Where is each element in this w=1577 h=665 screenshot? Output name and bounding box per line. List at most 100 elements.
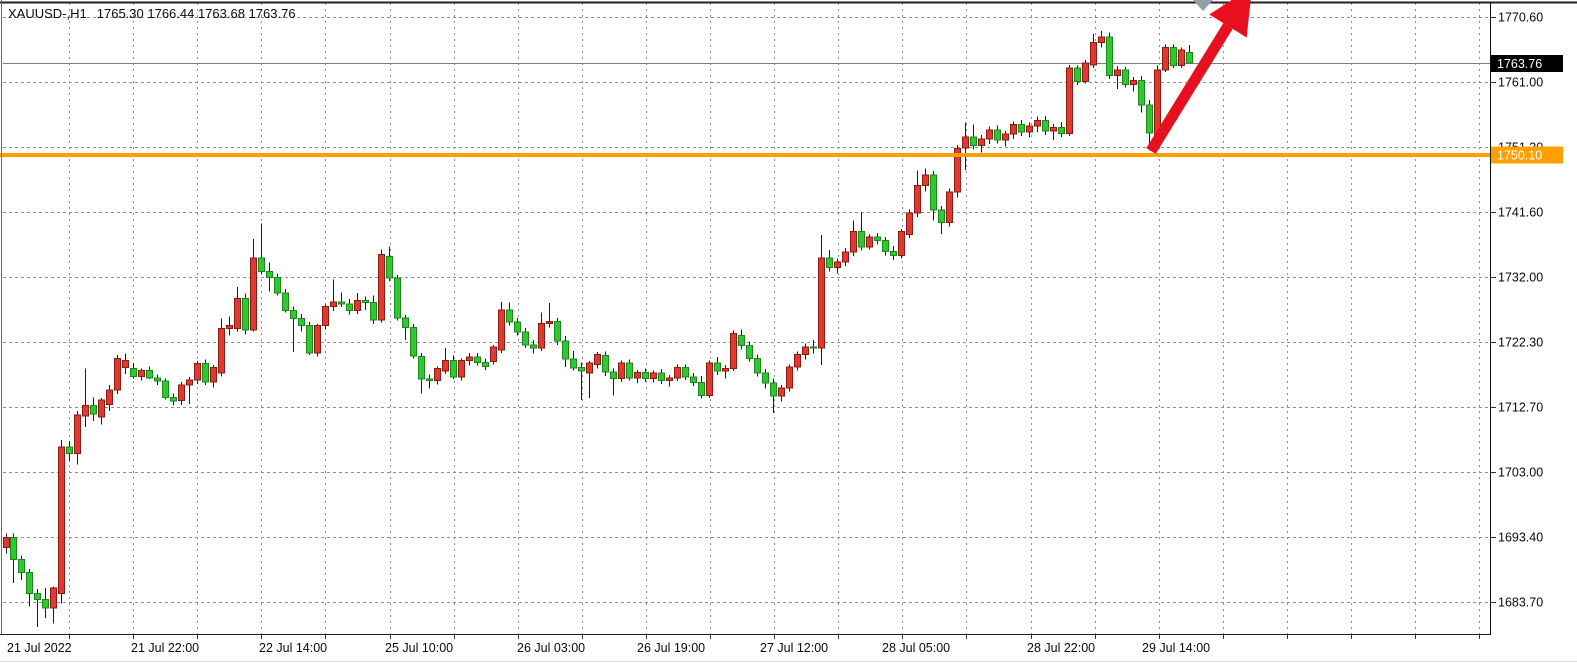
candle — [562, 336, 569, 368]
candle — [1058, 122, 1065, 137]
candle — [578, 362, 585, 400]
candle — [114, 354, 121, 394]
down-triangle-marker[interactable] — [1193, 0, 1213, 11]
candle — [274, 273, 281, 296]
time-axis[interactable]: 21 Jul 2022 21 Jul 22:00 22 Jul 14:00 25 Ju… — [7, 641, 1210, 655]
candle — [82, 368, 89, 427]
candle — [922, 168, 929, 192]
candle — [666, 375, 673, 387]
candle — [306, 322, 313, 355]
candle — [1106, 32, 1113, 79]
grid-layer — [3, 3, 1490, 634]
candle — [786, 364, 793, 392]
candle — [258, 223, 265, 275]
candle — [554, 317, 561, 345]
candle — [34, 589, 41, 627]
candle — [626, 359, 633, 381]
candle — [754, 354, 761, 377]
time-axis-label: 26 Jul 19:00 — [637, 641, 705, 655]
candle — [482, 358, 489, 370]
candle — [850, 220, 857, 256]
price-axis-label: 1770.60 — [1498, 11, 1543, 25]
candle — [202, 359, 209, 386]
candle — [122, 353, 129, 374]
candle — [426, 374, 433, 389]
candle — [1114, 66, 1121, 89]
candle — [1178, 47, 1185, 69]
candle — [1066, 64, 1073, 137]
candle — [3, 533, 10, 554]
candle — [1050, 124, 1057, 141]
candle — [746, 341, 753, 362]
candle — [50, 586, 57, 624]
time-axis-label: 28 Jul 05:00 — [882, 641, 950, 655]
candle — [1170, 44, 1177, 69]
candle — [642, 368, 649, 382]
candle — [706, 360, 713, 398]
candle — [514, 317, 521, 336]
candle — [634, 369, 641, 384]
candle — [1186, 45, 1193, 64]
candle — [234, 286, 241, 332]
candle — [1122, 66, 1129, 88]
candle — [530, 340, 537, 354]
price-axis[interactable]: 1770.601761.001751.301741.601732.001722.… — [1491, 11, 1543, 610]
time-axis-label: 21 Jul 2022 — [7, 641, 72, 655]
candle — [506, 302, 513, 326]
candle — [1042, 116, 1049, 135]
candle — [650, 370, 657, 383]
candle — [194, 361, 201, 384]
candle — [538, 312, 545, 351]
candle — [522, 328, 529, 349]
trend-arrow-annotation[interactable] — [1146, 0, 1252, 154]
svg-text:1763.76: 1763.76 — [1497, 57, 1542, 71]
candle — [330, 279, 337, 312]
candle — [378, 249, 385, 323]
candle — [618, 360, 625, 382]
candle — [1018, 120, 1025, 137]
candle — [178, 381, 185, 405]
candle — [450, 355, 457, 380]
candle — [490, 344, 497, 365]
candle — [298, 313, 305, 332]
candle — [1026, 122, 1033, 138]
candle — [954, 144, 961, 198]
candle — [730, 330, 737, 372]
candle — [690, 373, 697, 386]
candle — [290, 306, 297, 353]
candle — [770, 378, 777, 413]
candle — [1034, 116, 1041, 133]
candle — [802, 343, 809, 360]
candle — [58, 439, 65, 604]
candle — [226, 316, 233, 336]
chart-title: XAUUSD-,H1 1765.30 1766.44 1763.68 1763.7… — [8, 6, 296, 21]
candle — [314, 324, 321, 357]
candle — [26, 569, 33, 607]
candle — [834, 258, 841, 274]
candle — [938, 206, 945, 234]
candle — [978, 134, 985, 153]
candle — [170, 393, 177, 406]
candle — [570, 350, 577, 371]
candle — [346, 299, 353, 315]
time-axis-label: 25 Jul 10:00 — [385, 641, 453, 655]
candle — [1098, 31, 1105, 48]
candle — [434, 366, 441, 385]
candle — [42, 587, 49, 619]
candle — [842, 247, 849, 267]
price-axis-label: 1741.60 — [1498, 206, 1543, 220]
candle — [722, 365, 729, 379]
candle — [282, 289, 289, 313]
candle — [682, 364, 689, 380]
candle — [418, 352, 425, 394]
candle — [210, 365, 217, 388]
candle — [146, 366, 153, 380]
candle — [10, 533, 17, 584]
candle — [106, 385, 113, 411]
candle — [362, 296, 369, 310]
candle — [874, 233, 881, 245]
candle — [962, 122, 969, 170]
candle — [354, 293, 361, 314]
